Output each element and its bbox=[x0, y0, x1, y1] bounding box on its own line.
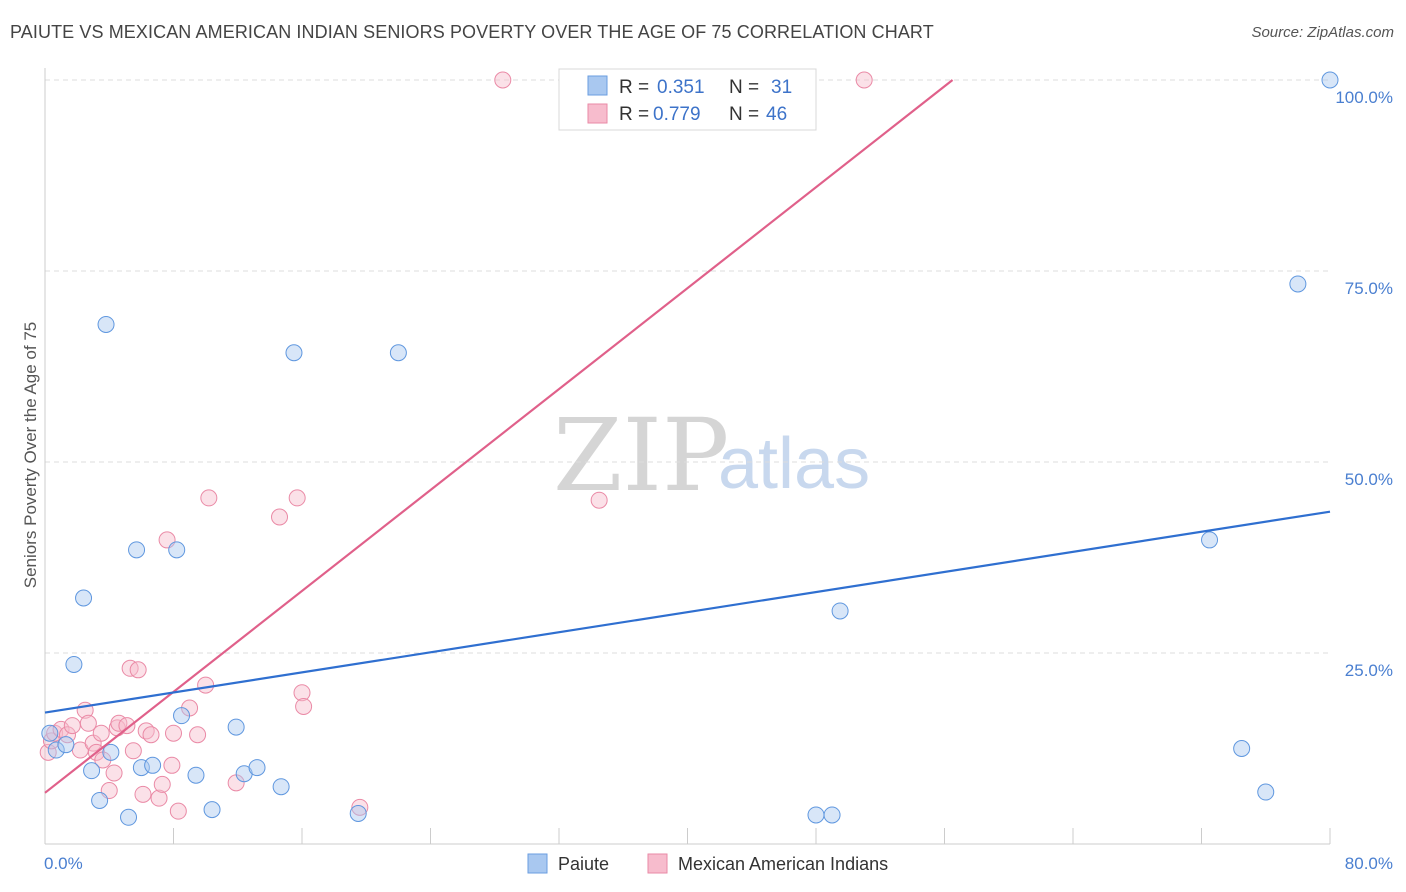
paiute-r-label: R = bbox=[619, 77, 649, 98]
mexican-point bbox=[118, 717, 136, 735]
series-mexican-american-indians bbox=[39, 71, 873, 820]
paiute-point bbox=[1257, 783, 1275, 801]
paiute-point bbox=[41, 724, 59, 742]
series-paiute bbox=[41, 71, 1339, 826]
y-tick-label: 50.0% bbox=[1345, 470, 1393, 489]
paiute-trend-line bbox=[44, 510, 1331, 714]
series-legend: Paiute Mexican American Indians bbox=[527, 853, 888, 874]
mexican-point bbox=[142, 726, 160, 744]
paiute-point bbox=[1321, 71, 1339, 89]
mexican-point bbox=[200, 489, 218, 507]
mexican-point bbox=[590, 491, 608, 509]
legend-paiute-label: Paiute bbox=[558, 854, 609, 874]
mexican-point bbox=[288, 489, 306, 507]
mexican-point bbox=[163, 756, 181, 774]
y-tick-label: 75.0% bbox=[1345, 279, 1393, 298]
paiute-point bbox=[91, 791, 109, 809]
tick-labels: 25.0% 50.0% 75.0% 100.0% 0.0% 80.0% bbox=[44, 88, 1393, 873]
paiute-point bbox=[807, 806, 825, 824]
paiute-point bbox=[187, 766, 205, 784]
y-tick-label: 100.0% bbox=[1335, 88, 1393, 107]
paiute-point bbox=[47, 741, 65, 759]
mexican-point bbox=[351, 798, 369, 816]
mexican-point bbox=[165, 724, 182, 742]
paiute-point bbox=[285, 344, 303, 362]
mexican-point bbox=[197, 676, 215, 694]
paiute-point bbox=[65, 655, 83, 673]
mexican-n-label: N = bbox=[729, 104, 759, 125]
paiute-point bbox=[120, 808, 138, 826]
mexican-r-value: 0.779 bbox=[653, 104, 701, 125]
mexican-swatch bbox=[587, 103, 608, 124]
source-label: Source: ZipAtlas.com bbox=[1251, 24, 1394, 41]
mexican-point bbox=[153, 775, 171, 793]
legend-mexican-swatch bbox=[647, 853, 668, 874]
paiute-point bbox=[1201, 531, 1219, 549]
trend-lines bbox=[44, 79, 1331, 794]
paiute-point bbox=[144, 756, 162, 774]
mexican-point bbox=[79, 714, 97, 732]
watermark-atlas: atlas bbox=[718, 424, 870, 504]
x-tick-label-max: 80.0% bbox=[1345, 854, 1393, 873]
paiute-point bbox=[349, 804, 367, 822]
mexican-r-label: R = bbox=[619, 104, 649, 125]
paiute-point bbox=[173, 707, 191, 725]
mexican-n-value: 46 bbox=[766, 104, 787, 125]
paiute-point bbox=[1233, 740, 1251, 757]
legend-paiute-swatch bbox=[527, 853, 548, 874]
paiute-point bbox=[102, 743, 120, 761]
paiute-r-value: 0.351 bbox=[657, 77, 705, 98]
legend-mexican-label: Mexican American Indians bbox=[678, 854, 888, 874]
x-tick-label-min: 0.0% bbox=[44, 854, 83, 873]
stats-legend: R = 0.351 N = 31 R = 0.779 N = 46 bbox=[558, 68, 817, 131]
paiute-point bbox=[248, 759, 266, 777]
gridlines bbox=[45, 79, 1330, 654]
mexican-point bbox=[129, 661, 147, 679]
chart-title: PAIUTE VS MEXICAN AMERICAN INDIAN SENIOR… bbox=[10, 22, 934, 42]
paiute-point bbox=[272, 778, 290, 796]
paiute-point bbox=[203, 801, 221, 819]
mexican-trend-line bbox=[44, 79, 954, 794]
paiute-point bbox=[75, 589, 93, 607]
mexican-point bbox=[169, 802, 187, 820]
paiute-n-label: N = bbox=[729, 77, 759, 98]
paiute-point bbox=[1289, 275, 1307, 293]
paiute-point bbox=[57, 736, 75, 754]
watermark: ZIP atlas bbox=[553, 397, 870, 514]
paiute-point bbox=[831, 602, 849, 620]
paiute-point bbox=[227, 718, 245, 736]
mexican-point bbox=[271, 508, 289, 526]
paiute-point bbox=[83, 762, 101, 780]
mexican-point bbox=[124, 742, 142, 760]
mexican-point bbox=[63, 717, 81, 735]
paiute-n-value: 31 bbox=[771, 77, 792, 98]
mexican-point bbox=[92, 724, 110, 742]
paiute-point bbox=[132, 759, 150, 777]
mexican-point bbox=[105, 764, 123, 782]
mexican-point bbox=[134, 785, 152, 803]
paiute-point bbox=[97, 315, 115, 333]
mexican-point bbox=[189, 726, 207, 744]
mexican-point bbox=[855, 71, 873, 89]
paiute-point bbox=[389, 344, 407, 362]
paiute-swatch bbox=[587, 75, 608, 96]
y-tick-label: 25.0% bbox=[1345, 661, 1393, 680]
watermark-zip: ZIP bbox=[553, 397, 729, 514]
paiute-point bbox=[823, 806, 841, 824]
mexican-point bbox=[295, 697, 313, 715]
mexican-point bbox=[293, 684, 311, 702]
axes bbox=[44, 68, 1331, 845]
mexican-point bbox=[494, 71, 512, 89]
paiute-point bbox=[128, 541, 146, 559]
mexican-point bbox=[150, 789, 168, 807]
y-axis-title: Seniors Poverty Over the Age of 75 bbox=[21, 322, 40, 588]
paiute-point bbox=[168, 541, 186, 559]
